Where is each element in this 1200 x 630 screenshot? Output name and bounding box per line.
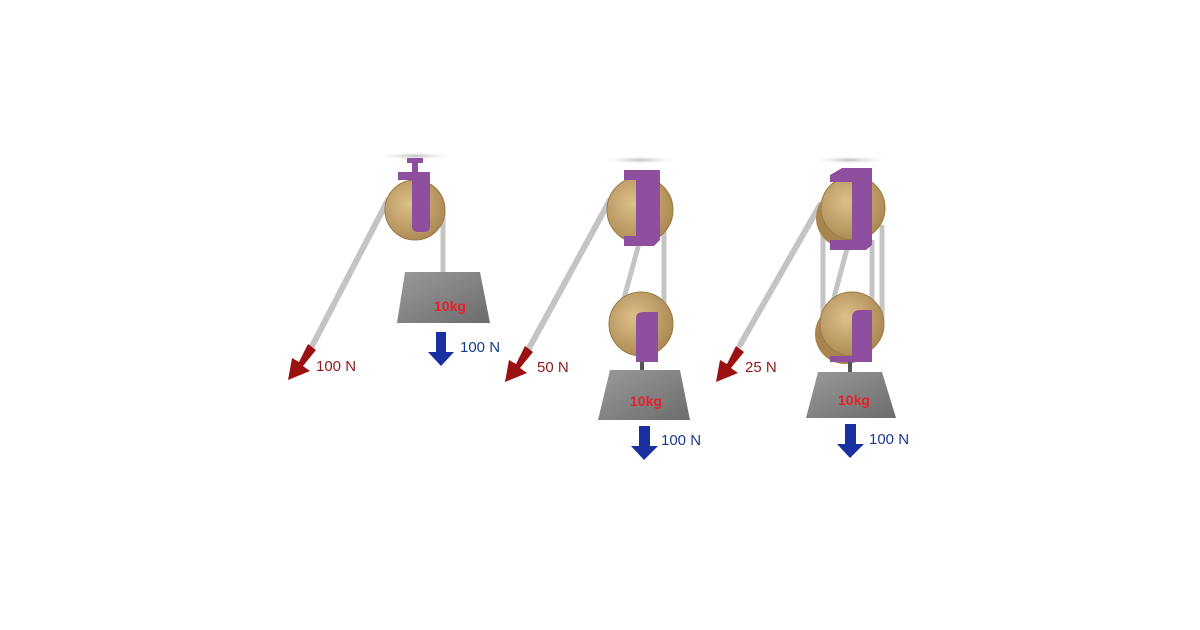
load-force-label: 100 N	[460, 339, 500, 356]
weight-block	[598, 370, 690, 420]
weight-label: 10kg	[630, 393, 662, 409]
mount-plate	[407, 158, 423, 163]
hook	[848, 362, 852, 372]
system-two-pulleys: 10kg 100 N 50 N	[505, 156, 701, 460]
system-single-pulley: 10kg 100 N 100 N	[288, 152, 500, 380]
fixed-pulley-bracket	[830, 168, 872, 250]
ceiling-mount-shadow	[810, 156, 890, 164]
movable-pulley-bracket	[636, 312, 658, 362]
rope-pull	[524, 197, 613, 355]
ceiling-mount-shadow	[600, 156, 680, 164]
pull-arrow-icon	[288, 344, 316, 380]
movable-pulley-bracket	[830, 310, 872, 362]
pull-force-label: 25 N	[745, 359, 777, 376]
load-arrow-icon	[837, 424, 864, 458]
rope-pull	[307, 197, 391, 353]
pull-force-label: 50 N	[537, 359, 569, 376]
load-arrow-icon	[631, 426, 658, 460]
weight-label: 10kg	[838, 392, 870, 408]
pulley-bracket	[398, 172, 430, 232]
weight-label: 10kg	[434, 298, 466, 314]
rope-pull	[737, 202, 823, 348]
ceiling-mount-shadow	[375, 152, 455, 160]
system-block-and-tackle: 10kg 100 N 25 N	[716, 156, 909, 458]
hook	[640, 362, 644, 370]
weight-block	[397, 272, 490, 323]
mount-stem	[412, 162, 418, 172]
weight-block	[806, 372, 896, 418]
pull-force-label: 100 N	[316, 358, 356, 375]
load-arrow-icon	[428, 332, 454, 366]
load-force-label: 100 N	[869, 431, 909, 448]
fixed-pulley-bracket	[624, 170, 660, 246]
pull-arrow-icon	[716, 346, 744, 382]
rope-segment	[829, 244, 851, 306]
load-force-label: 100 N	[661, 432, 701, 449]
pull-arrow-icon	[505, 346, 533, 382]
